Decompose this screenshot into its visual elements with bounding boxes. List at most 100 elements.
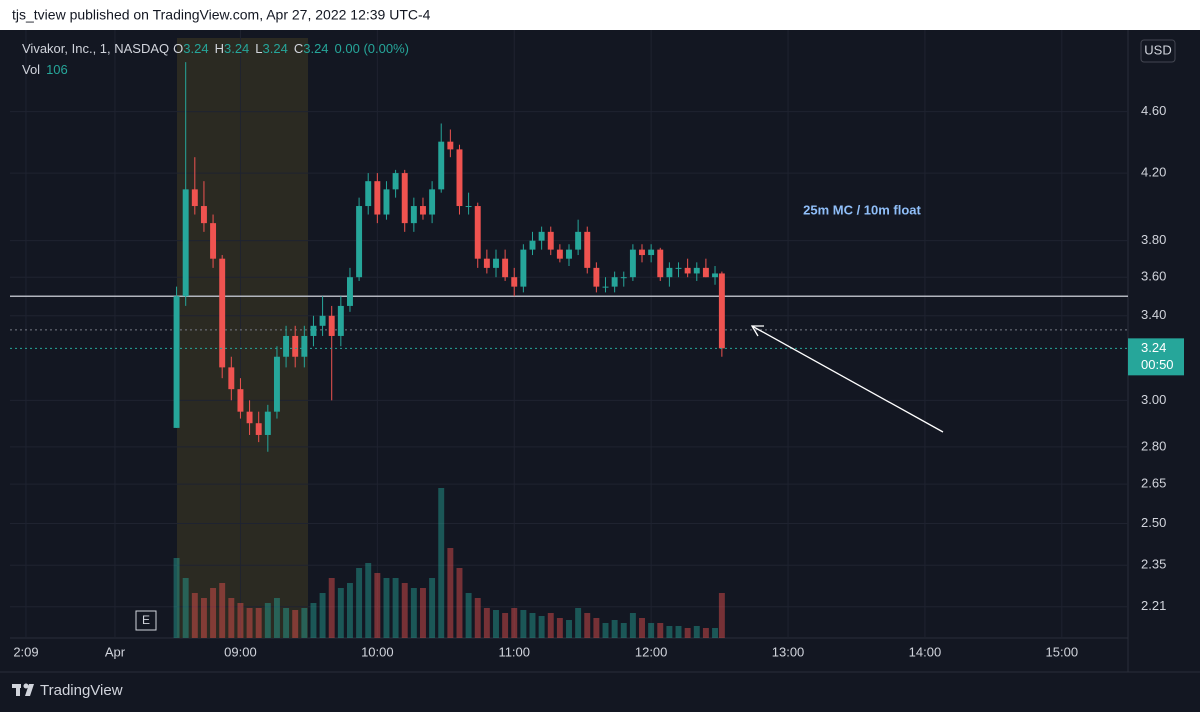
volume-bar — [273, 598, 280, 638]
candle-body — [465, 206, 472, 208]
volume-bar — [639, 618, 645, 638]
volume-bar — [611, 620, 618, 638]
candle-body — [684, 267, 691, 274]
candle-body — [255, 423, 262, 435]
volume-bar — [246, 608, 253, 638]
volume-bar — [356, 568, 363, 638]
candle-body — [374, 181, 381, 215]
volume-bar — [228, 598, 235, 638]
candle-body — [365, 181, 372, 207]
volume-bar — [538, 616, 545, 638]
candle-body — [511, 277, 518, 287]
volume-bar — [483, 608, 490, 638]
candle-body — [228, 367, 235, 390]
arrow-head — [750, 325, 764, 337]
candle-body — [310, 325, 317, 336]
volume-bar — [219, 583, 226, 638]
candle-body — [328, 315, 335, 336]
volume-bar — [191, 593, 198, 638]
candle-body — [191, 189, 198, 207]
l-value: 3.24 — [263, 41, 288, 56]
candle-body — [182, 189, 189, 297]
last-price-label: 3.24 — [1141, 340, 1166, 355]
volume-bar — [319, 593, 326, 638]
l-key: L — [255, 41, 262, 56]
candle-body — [547, 231, 554, 250]
volume-bar — [374, 573, 381, 638]
volume-bar — [712, 628, 718, 638]
earnings-letter[interactable]: E — [142, 613, 150, 627]
currency[interactable]: USD — [1144, 42, 1171, 57]
y-tick-label: 4.60 — [1141, 103, 1166, 118]
volume-bar — [310, 603, 317, 638]
candle-body — [438, 141, 445, 190]
volume-bar — [584, 613, 591, 638]
candle-body — [474, 206, 481, 259]
candle-body — [237, 389, 244, 412]
volume-bar — [629, 613, 636, 638]
volume-bar — [502, 613, 509, 638]
volume-bar — [675, 626, 682, 638]
volume-bar — [346, 583, 353, 638]
earnings-marker[interactable] — [135, 610, 157, 631]
candle-body — [718, 273, 725, 349]
o-key: O — [173, 41, 183, 56]
y-tick-label: 3.80 — [1141, 232, 1166, 247]
volume-bar — [429, 578, 436, 638]
x-tick-label: 10:00 — [361, 644, 394, 659]
candle-body — [200, 206, 207, 224]
volume-bar — [200, 598, 207, 638]
volume-bar — [328, 578, 335, 638]
plot — [10, 62, 1128, 638]
candle-body — [456, 149, 463, 207]
volume-bar — [556, 618, 563, 638]
c-key: C — [294, 41, 303, 56]
candle-body — [273, 356, 280, 412]
candle-body — [502, 258, 509, 278]
volume-bar — [511, 608, 518, 638]
volume-bar — [702, 628, 709, 638]
candle-body — [283, 335, 290, 357]
vol-label: Vol — [22, 62, 40, 77]
x-tick-label: 14:00 — [909, 644, 942, 659]
x-tick-label: Apr — [105, 644, 126, 659]
candle-body — [556, 249, 563, 259]
volume-bar — [383, 578, 390, 638]
candle-body — [292, 335, 299, 357]
y-tick-label: 4.20 — [1141, 165, 1166, 180]
c-value: 3.24 — [303, 41, 328, 56]
candle-body — [264, 411, 271, 435]
volume-bar — [237, 603, 244, 638]
o-value: 3.24 — [183, 41, 208, 56]
volume-bar — [474, 598, 481, 638]
header-bar — [0, 0, 1200, 30]
candle-body — [538, 231, 545, 241]
candle-body — [520, 249, 527, 287]
symbol: Vivakor, Inc., 1, NASDAQ — [22, 41, 169, 56]
candle-body — [493, 258, 499, 268]
candle-body — [712, 273, 718, 278]
volume-bar — [602, 623, 609, 638]
volume-bar — [575, 608, 582, 638]
volume-bar — [420, 588, 426, 638]
volume-bar — [264, 603, 271, 638]
volume-bar — [718, 593, 725, 638]
volume-bar — [684, 628, 691, 638]
candle-body — [702, 267, 709, 278]
volume-bar — [255, 608, 262, 638]
x-tick-label: 09:00 — [224, 644, 257, 659]
volume-bar — [666, 626, 673, 638]
candle-body — [420, 206, 426, 215]
volume-bar — [447, 548, 454, 638]
candle-body — [620, 277, 627, 279]
grid — [10, 30, 1128, 638]
brand: TradingView — [40, 682, 123, 699]
currency-box[interactable] — [1140, 39, 1176, 63]
candle-body — [447, 141, 454, 150]
volume-bar — [456, 568, 463, 638]
volume-bar — [566, 620, 572, 638]
volume-bar — [657, 623, 664, 638]
candle-body — [392, 173, 399, 190]
